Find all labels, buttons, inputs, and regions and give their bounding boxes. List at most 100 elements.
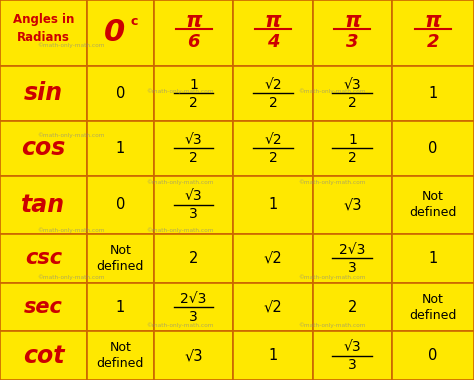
Bar (87, 234, 154, 283)
Text: ©math-only-math.com: ©math-only-math.com (37, 132, 105, 138)
Text: ©math-only-math.com: ©math-only-math.com (146, 89, 214, 94)
Text: √3: √3 (343, 197, 362, 212)
Text: 2: 2 (269, 96, 277, 109)
Text: π: π (185, 11, 202, 32)
Bar (313, 176, 392, 234)
Text: 2: 2 (348, 96, 357, 109)
Text: 1: 1 (268, 197, 278, 212)
Text: ©math-only-math.com: ©math-only-math.com (146, 180, 214, 185)
Text: c: c (131, 15, 138, 28)
Text: 2√3: 2√3 (181, 291, 207, 306)
Text: sin: sin (24, 81, 63, 105)
Bar (392, 120, 474, 176)
Text: π: π (425, 11, 441, 32)
Text: √3: √3 (185, 190, 202, 203)
Text: ©math-only-math.com: ©math-only-math.com (298, 322, 365, 328)
Text: 3: 3 (348, 261, 357, 275)
Text: π: π (344, 11, 361, 32)
Text: √2: √2 (264, 78, 282, 92)
Bar (313, 331, 392, 380)
Bar (0, 120, 87, 176)
Text: 2: 2 (348, 299, 357, 315)
Bar (313, 120, 392, 176)
Bar (87, 0, 154, 66)
Text: 4: 4 (267, 33, 279, 51)
Text: 2: 2 (427, 33, 439, 51)
Bar (392, 331, 474, 380)
Text: π: π (265, 11, 281, 32)
Text: 0: 0 (116, 86, 125, 101)
Bar (392, 283, 474, 331)
Text: 1: 1 (189, 78, 198, 92)
Text: tan: tan (21, 193, 65, 217)
Text: 2: 2 (348, 150, 357, 165)
Bar (87, 176, 154, 234)
Bar (233, 331, 313, 380)
Text: 3: 3 (346, 33, 359, 51)
Bar (0, 234, 87, 283)
Bar (233, 234, 313, 283)
Bar (233, 283, 313, 331)
Text: √3: √3 (344, 340, 361, 354)
Text: Not
defined: Not defined (97, 244, 144, 273)
Text: 1: 1 (428, 86, 438, 101)
Bar (313, 283, 392, 331)
Text: cot: cot (23, 344, 64, 368)
Text: Not
defined: Not defined (410, 293, 457, 321)
Text: cos: cos (21, 136, 65, 160)
Text: √3: √3 (184, 348, 203, 363)
Bar (233, 0, 313, 66)
Bar (154, 283, 233, 331)
Bar (87, 331, 154, 380)
Text: 1: 1 (348, 133, 357, 147)
Bar (154, 66, 233, 120)
Text: Angles in
Radians: Angles in Radians (13, 14, 74, 44)
Bar (392, 0, 474, 66)
Text: ©math-only-math.com: ©math-only-math.com (37, 43, 105, 48)
Bar (313, 234, 392, 283)
Text: 1: 1 (116, 141, 125, 155)
Bar (154, 176, 233, 234)
Bar (313, 66, 392, 120)
Text: Not
defined: Not defined (410, 190, 457, 219)
Text: ©math-only-math.com: ©math-only-math.com (146, 227, 214, 233)
Bar (0, 331, 87, 380)
Text: ©math-only-math.com: ©math-only-math.com (298, 275, 365, 280)
Text: √2: √2 (264, 299, 283, 315)
Text: ©math-only-math.com: ©math-only-math.com (146, 322, 214, 328)
Bar (154, 120, 233, 176)
Bar (154, 0, 233, 66)
Text: Not
defined: Not defined (97, 341, 144, 370)
Text: 3: 3 (189, 207, 198, 221)
Text: sec: sec (24, 297, 63, 317)
Text: 3: 3 (189, 309, 198, 323)
Text: 0: 0 (428, 141, 438, 155)
Text: 2: 2 (189, 150, 198, 165)
Text: √3: √3 (344, 78, 361, 92)
Text: ©math-only-math.com: ©math-only-math.com (298, 180, 365, 185)
Text: 1: 1 (428, 251, 438, 266)
Bar (0, 66, 87, 120)
Bar (0, 0, 87, 66)
Bar (0, 283, 87, 331)
Text: 2: 2 (269, 150, 277, 165)
Text: ©math-only-math.com: ©math-only-math.com (37, 227, 105, 233)
Bar (87, 283, 154, 331)
Text: √2: √2 (264, 251, 283, 266)
Bar (233, 66, 313, 120)
Bar (313, 0, 392, 66)
Text: √2: √2 (264, 133, 282, 147)
Bar (392, 234, 474, 283)
Text: 2: 2 (189, 96, 198, 109)
Text: 6: 6 (187, 33, 200, 51)
Text: 3: 3 (348, 358, 357, 372)
Bar (87, 120, 154, 176)
Bar (233, 120, 313, 176)
Bar (154, 331, 233, 380)
Bar (392, 66, 474, 120)
Text: ©math-only-math.com: ©math-only-math.com (37, 275, 105, 280)
Text: 0: 0 (116, 197, 125, 212)
Text: 1: 1 (268, 348, 278, 363)
Text: csc: csc (25, 249, 62, 268)
Bar (154, 234, 233, 283)
